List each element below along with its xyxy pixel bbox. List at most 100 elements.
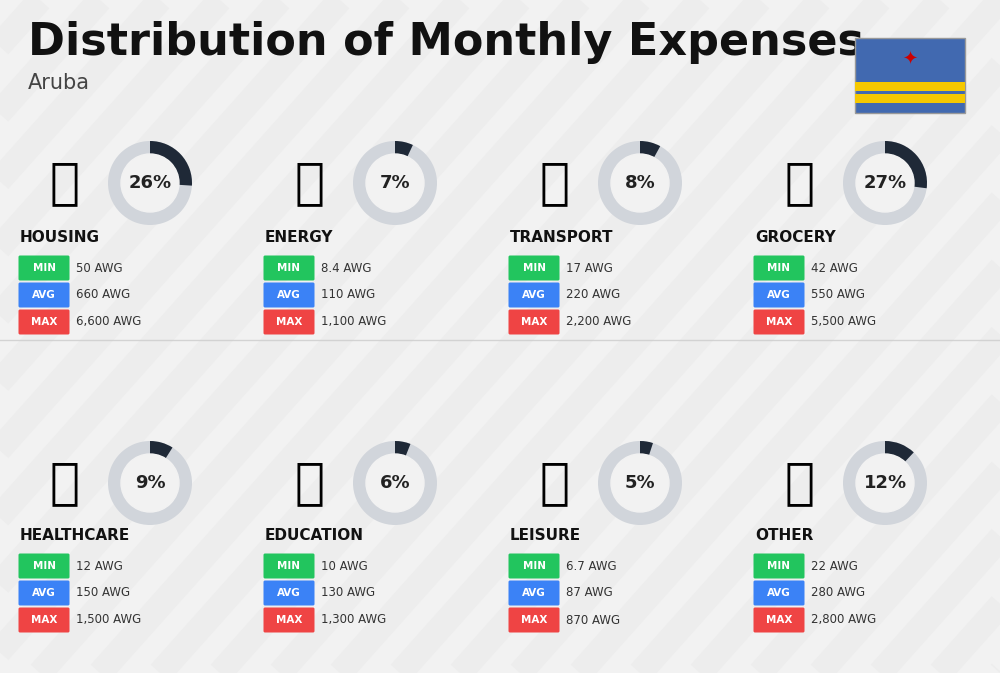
FancyBboxPatch shape [754, 256, 804, 281]
Text: 6,600 AWG: 6,600 AWG [76, 316, 141, 328]
Wedge shape [885, 441, 914, 462]
Text: 2,200 AWG: 2,200 AWG [566, 316, 631, 328]
Text: OTHER: OTHER [755, 528, 813, 544]
Wedge shape [395, 141, 413, 157]
Circle shape [856, 454, 914, 512]
Text: AVG: AVG [522, 290, 546, 300]
Text: MIN: MIN [768, 263, 790, 273]
Circle shape [366, 154, 424, 212]
Text: 870 AWG: 870 AWG [566, 614, 620, 627]
FancyBboxPatch shape [509, 310, 560, 334]
Text: 87 AWG: 87 AWG [566, 586, 613, 600]
Text: MIN: MIN [768, 561, 790, 571]
Text: MAX: MAX [31, 317, 57, 327]
Wedge shape [353, 141, 437, 225]
Text: 🏢: 🏢 [50, 159, 80, 207]
Text: ENERGY: ENERGY [265, 230, 334, 246]
Wedge shape [395, 441, 410, 456]
Text: ✦: ✦ [902, 51, 918, 69]
Wedge shape [150, 141, 192, 186]
Wedge shape [640, 441, 653, 456]
FancyBboxPatch shape [264, 256, 314, 281]
Text: 12%: 12% [863, 474, 907, 492]
FancyBboxPatch shape [754, 310, 804, 334]
Bar [855, 82, 965, 91]
Text: MAX: MAX [276, 615, 302, 625]
Text: Aruba: Aruba [28, 73, 90, 93]
Text: MIN: MIN [522, 561, 546, 571]
Text: 50 AWG: 50 AWG [76, 262, 123, 275]
FancyBboxPatch shape [18, 310, 70, 334]
FancyBboxPatch shape [509, 283, 560, 308]
Text: 👛: 👛 [785, 459, 815, 507]
Bar [855, 94, 965, 103]
FancyBboxPatch shape [754, 553, 804, 579]
FancyBboxPatch shape [509, 581, 560, 606]
Text: 550 AWG: 550 AWG [811, 289, 865, 302]
Text: 🛍: 🛍 [540, 459, 570, 507]
Text: 9%: 9% [135, 474, 165, 492]
Text: 2,800 AWG: 2,800 AWG [811, 614, 876, 627]
Text: 1,100 AWG: 1,100 AWG [321, 316, 386, 328]
Text: 17 AWG: 17 AWG [566, 262, 613, 275]
FancyBboxPatch shape [264, 310, 314, 334]
Text: 🚌: 🚌 [540, 159, 570, 207]
Text: 6%: 6% [380, 474, 410, 492]
Text: MAX: MAX [276, 317, 302, 327]
FancyBboxPatch shape [754, 283, 804, 308]
Wedge shape [640, 141, 660, 157]
Text: 110 AWG: 110 AWG [321, 289, 375, 302]
Text: 280 AWG: 280 AWG [811, 586, 865, 600]
Text: AVG: AVG [277, 290, 301, 300]
Text: 12 AWG: 12 AWG [76, 559, 123, 573]
Circle shape [611, 454, 669, 512]
Circle shape [611, 154, 669, 212]
Text: MAX: MAX [766, 317, 792, 327]
FancyBboxPatch shape [18, 581, 70, 606]
Text: MAX: MAX [521, 615, 547, 625]
FancyBboxPatch shape [754, 581, 804, 606]
Text: MIN: MIN [278, 561, 300, 571]
Text: MAX: MAX [766, 615, 792, 625]
Text: 🛒: 🛒 [785, 159, 815, 207]
Text: 8.4 AWG: 8.4 AWG [321, 262, 372, 275]
Text: MIN: MIN [32, 263, 56, 273]
Text: MIN: MIN [522, 263, 546, 273]
Text: 🔌: 🔌 [295, 159, 325, 207]
FancyBboxPatch shape [18, 283, 70, 308]
Text: 130 AWG: 130 AWG [321, 586, 375, 600]
Text: 26%: 26% [128, 174, 172, 192]
Wedge shape [885, 141, 927, 188]
Text: GROCERY: GROCERY [755, 230, 836, 246]
Text: MIN: MIN [278, 263, 300, 273]
FancyBboxPatch shape [754, 608, 804, 633]
Circle shape [856, 154, 914, 212]
Text: HEALTHCARE: HEALTHCARE [20, 528, 130, 544]
Text: 5%: 5% [625, 474, 655, 492]
Wedge shape [108, 141, 192, 225]
FancyBboxPatch shape [509, 553, 560, 579]
FancyBboxPatch shape [509, 608, 560, 633]
Text: LEISURE: LEISURE [510, 528, 581, 544]
Text: 8%: 8% [625, 174, 655, 192]
FancyBboxPatch shape [18, 256, 70, 281]
Circle shape [121, 454, 179, 512]
Wedge shape [843, 441, 927, 525]
Text: 22 AWG: 22 AWG [811, 559, 858, 573]
FancyBboxPatch shape [264, 553, 314, 579]
Wedge shape [353, 441, 437, 525]
Text: 7%: 7% [380, 174, 410, 192]
Text: AVG: AVG [767, 290, 791, 300]
FancyBboxPatch shape [18, 608, 70, 633]
Text: EDUCATION: EDUCATION [265, 528, 364, 544]
Text: AVG: AVG [32, 588, 56, 598]
Wedge shape [150, 441, 173, 458]
Text: AVG: AVG [767, 588, 791, 598]
Text: 6.7 AWG: 6.7 AWG [566, 559, 617, 573]
FancyBboxPatch shape [855, 38, 965, 113]
Wedge shape [843, 141, 927, 225]
Text: 220 AWG: 220 AWG [566, 289, 620, 302]
Text: 🎓: 🎓 [295, 459, 325, 507]
Text: 42 AWG: 42 AWG [811, 262, 858, 275]
Text: 5,500 AWG: 5,500 AWG [811, 316, 876, 328]
